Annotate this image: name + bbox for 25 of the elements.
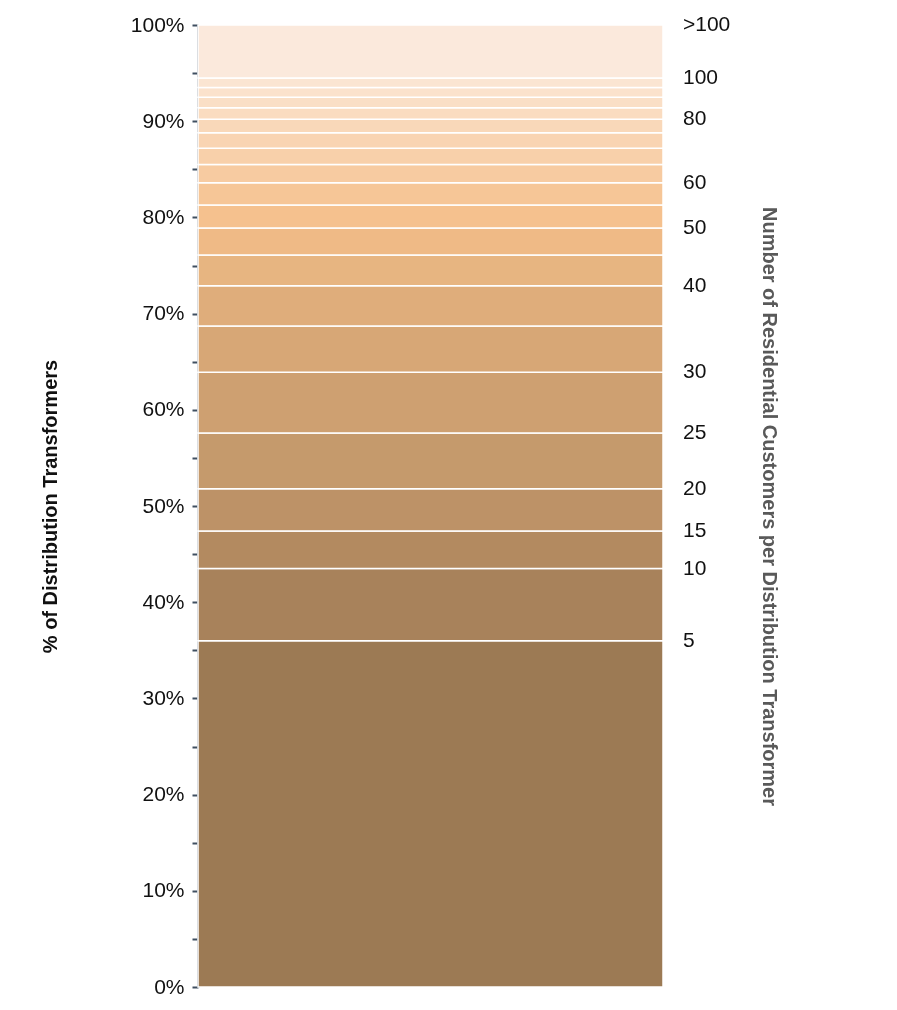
series-label: 5 xyxy=(683,627,695,651)
y-tick-label: 20% xyxy=(142,782,185,806)
series-label: 30 xyxy=(683,359,707,383)
series-label: 25 xyxy=(683,419,707,443)
series-label: 20 xyxy=(683,475,707,499)
y-tick-label: 100% xyxy=(130,12,185,36)
series-label: 60 xyxy=(683,169,707,193)
y-tick-label: 70% xyxy=(142,301,185,325)
y-tick-label: 60% xyxy=(142,397,185,421)
series-label: 50 xyxy=(683,214,707,238)
series-label: >100 xyxy=(683,12,731,35)
y-tick-label: 0% xyxy=(154,974,185,998)
y-tick-label: 80% xyxy=(142,204,185,228)
y-tick-label: 10% xyxy=(142,878,185,902)
series-label: 100 xyxy=(683,64,719,88)
series-label: 40 xyxy=(683,272,707,296)
series-label: 80 xyxy=(683,106,707,130)
y-tick-label: 30% xyxy=(142,685,185,709)
y2-axis-title: Number of Residential Customers per Distribution Transformer xyxy=(758,207,781,807)
y-tick-label: 50% xyxy=(142,493,185,517)
y-tick-label: 40% xyxy=(142,589,185,613)
series-label: 10 xyxy=(683,555,707,579)
y-axis-title: % of Distribution Transformers xyxy=(38,359,61,654)
series-label: 15 xyxy=(683,518,707,542)
y-tick-label: 90% xyxy=(142,108,185,132)
